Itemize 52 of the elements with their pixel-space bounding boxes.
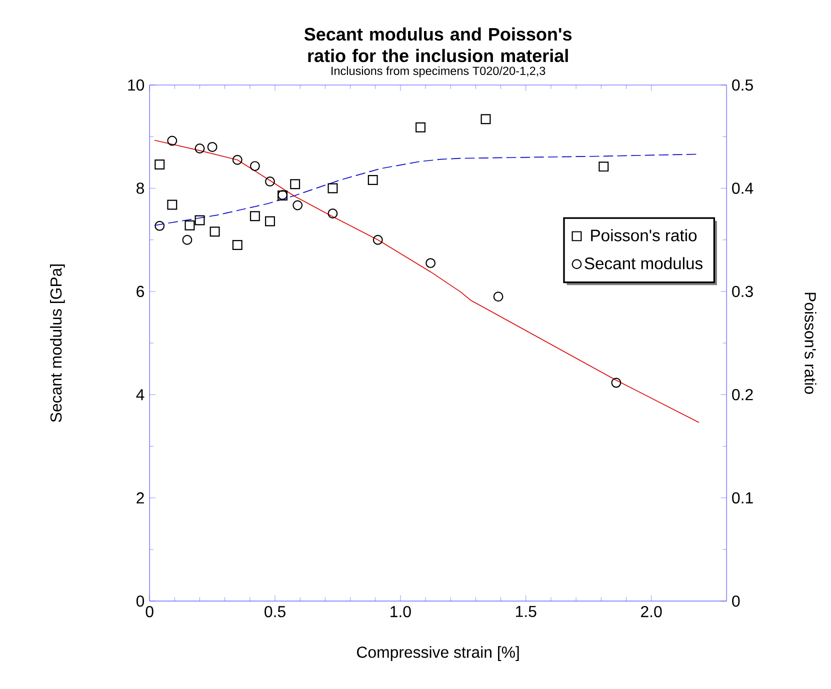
point <box>184 220 195 230</box>
point <box>250 161 260 172</box>
legend-label: Poisson's ratio <box>591 229 697 242</box>
point <box>265 176 275 187</box>
y2-tick-label: 0.2 <box>732 389 753 400</box>
y2-tick-label: 0.5 <box>732 79 753 91</box>
point <box>290 179 300 190</box>
x-tick-label: 0 <box>146 606 154 618</box>
x-tick-label: 0.5 <box>264 606 286 618</box>
point <box>232 240 242 250</box>
y2-tick-label: 0.3 <box>732 286 753 298</box>
y2-axis-title: Poisson's ratio <box>804 292 816 394</box>
point <box>194 144 205 154</box>
point <box>250 211 260 222</box>
y2-tick-label: 0.1 <box>732 492 753 504</box>
y-axis-title: Secant modulus [GPa] <box>50 264 65 422</box>
point <box>328 183 338 194</box>
point <box>480 114 491 124</box>
point <box>368 174 378 185</box>
y-tick-label: 6 <box>136 286 144 298</box>
point <box>207 142 218 152</box>
y-tick-label: 0 <box>136 595 144 607</box>
point <box>493 292 504 302</box>
legend-label: Secant modulus <box>584 257 702 270</box>
y2-tick-label: 0.4 <box>732 182 754 194</box>
point <box>167 200 178 210</box>
point <box>426 258 436 268</box>
y-tick-label: 2 <box>136 492 144 504</box>
point <box>232 154 242 165</box>
point <box>372 234 383 245</box>
point <box>154 220 165 231</box>
y2-tick-label: 0 <box>732 595 740 607</box>
y-tick-label: 4 <box>136 389 144 400</box>
point <box>194 215 205 226</box>
chart-title: Secant modulus and Poisson's ratio for the inclusion material <box>304 27 572 62</box>
chart-subtitle: Inclusions from specimens T020/20-1,2,3 <box>332 66 546 78</box>
x-tick-label: 1.5 <box>516 606 536 618</box>
point <box>328 208 338 218</box>
y-tick-label: 10 <box>128 79 144 91</box>
point <box>154 160 165 170</box>
point <box>292 200 303 210</box>
x-tick-label: 2.0 <box>641 606 662 618</box>
x-tick-label: 1.0 <box>390 606 411 618</box>
point <box>598 162 609 172</box>
point <box>210 226 220 237</box>
y-tick-label: 8 <box>136 182 144 194</box>
point <box>167 136 178 146</box>
point <box>182 234 192 245</box>
point <box>416 122 426 132</box>
point <box>265 216 275 226</box>
point <box>611 378 622 388</box>
x-axis-title: Compressive strain [%] <box>357 646 519 661</box>
